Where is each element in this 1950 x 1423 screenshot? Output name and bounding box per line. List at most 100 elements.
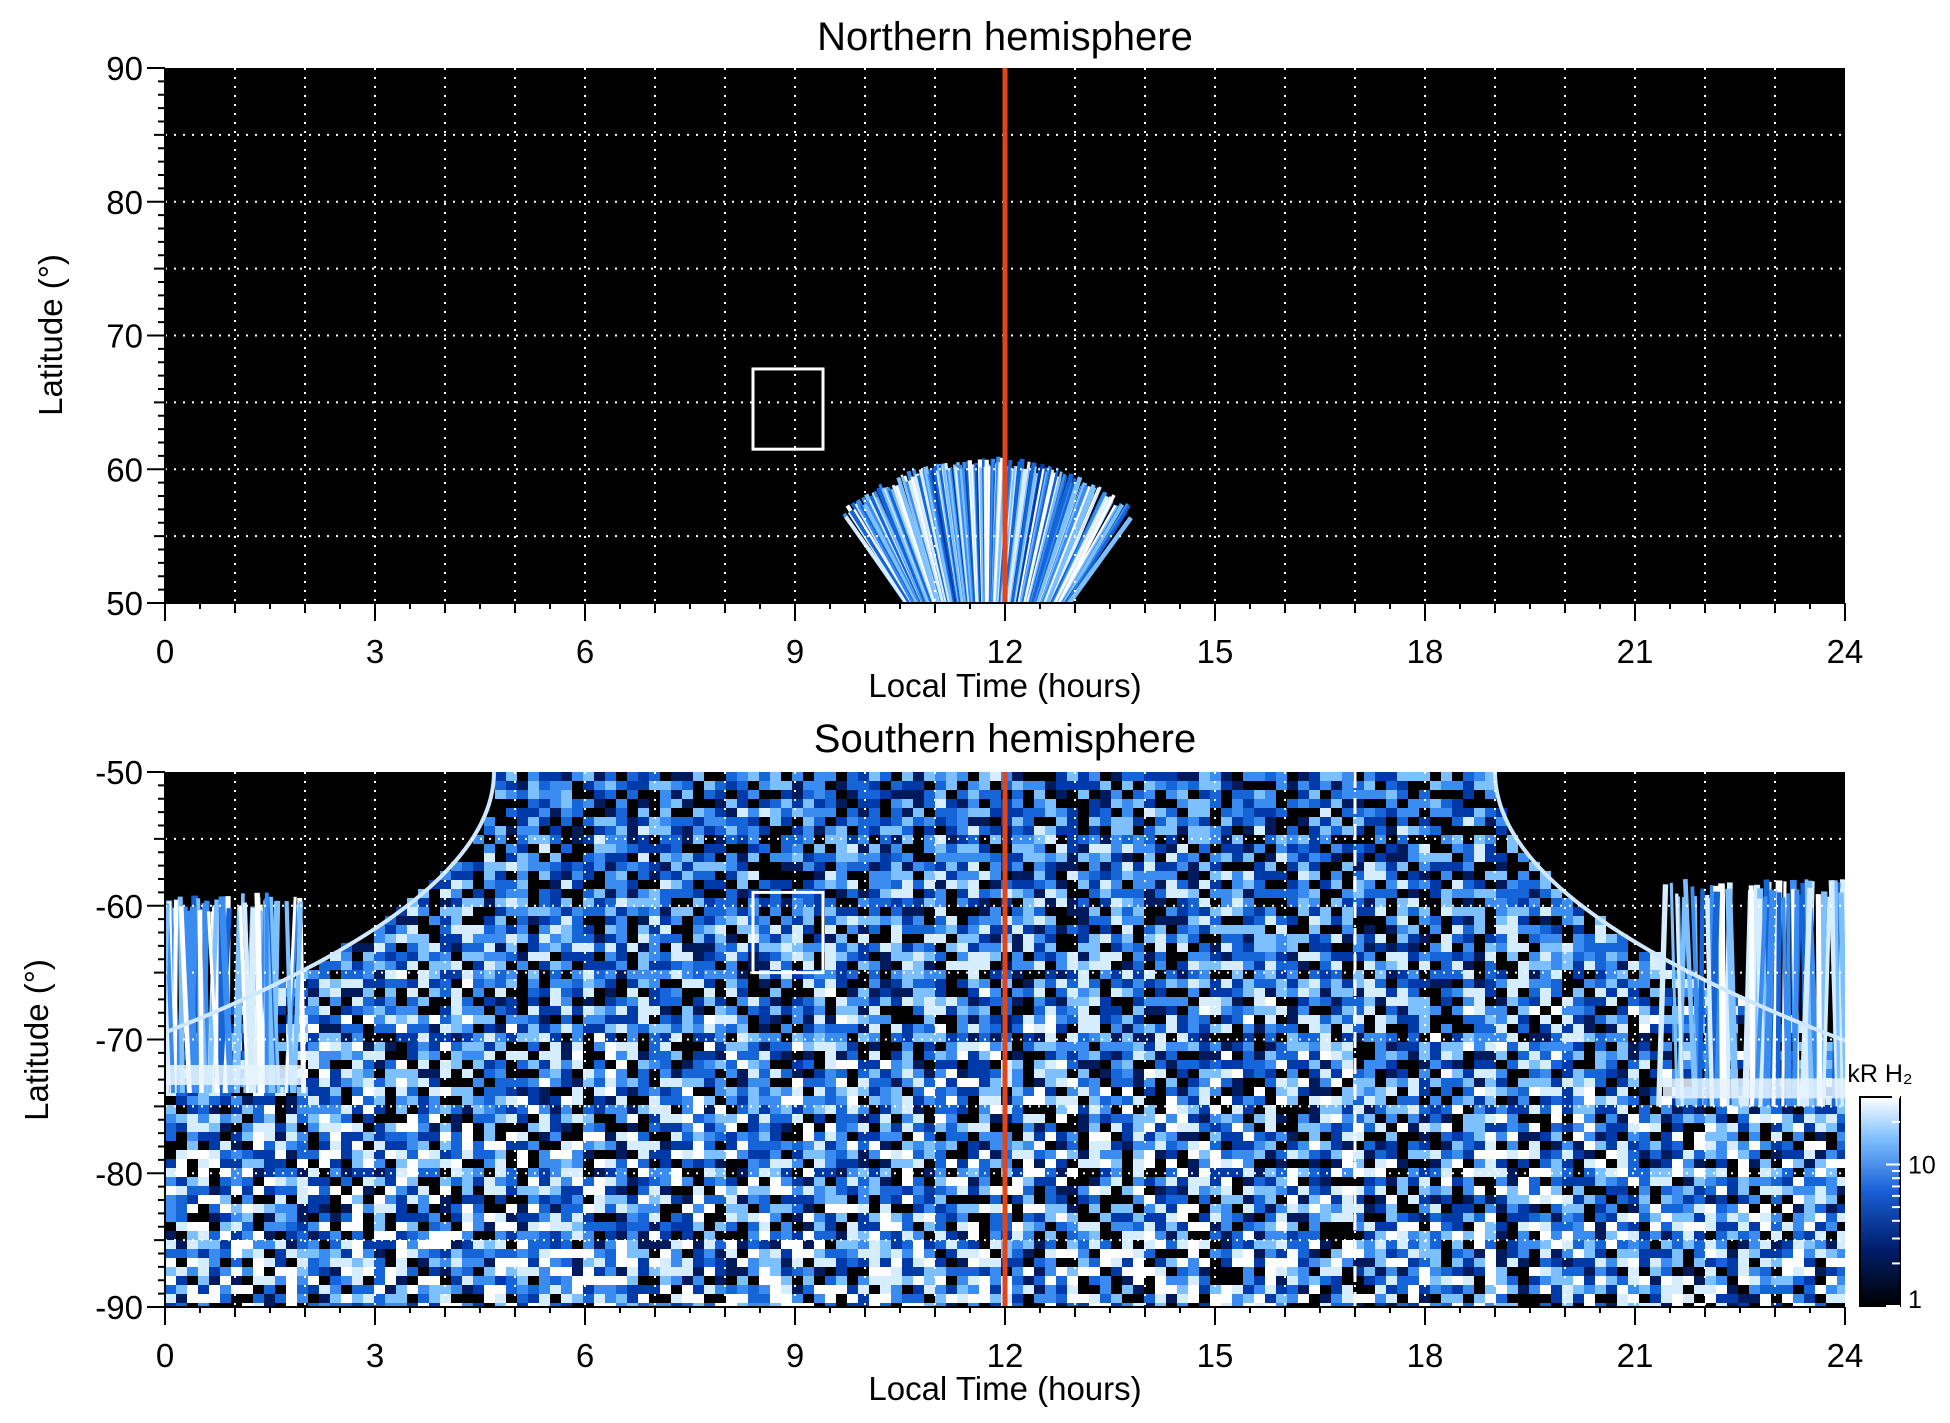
emission-tile (693, 808, 704, 817)
emission-tile (1606, 1177, 1617, 1186)
emission-tile (1364, 961, 1375, 970)
emission-tile (1529, 1006, 1540, 1015)
emission-tile (1034, 799, 1045, 808)
emission-tile (968, 871, 979, 880)
emission-tile (693, 862, 704, 871)
emission-tile (836, 1024, 847, 1033)
emission-tile (693, 853, 704, 862)
emission-tile (528, 817, 539, 826)
emission-tile (440, 1042, 451, 1051)
emission-tile (825, 907, 836, 916)
emission-tile (165, 1159, 176, 1168)
emission-tile (836, 880, 847, 889)
emission-tile (1430, 889, 1441, 898)
emission-tile (1221, 1078, 1232, 1087)
emission-tile (858, 1015, 869, 1024)
emission-tile (1210, 1087, 1221, 1096)
emission-tile (1595, 1177, 1606, 1186)
emission-tile (1353, 1078, 1364, 1087)
emission-tile (1727, 1177, 1738, 1186)
emission-tile (1474, 1132, 1485, 1141)
emission-streak (1022, 466, 1053, 603)
emission-tile (264, 1132, 275, 1141)
emission-tile (792, 1015, 803, 1024)
emission-tile (1364, 934, 1375, 943)
emission-tile (1397, 1006, 1408, 1015)
emission-tile (1056, 826, 1067, 835)
emission-tile (1199, 1123, 1210, 1132)
emission-tile (605, 808, 616, 817)
emission-tile (1430, 799, 1441, 808)
emission-tile (1529, 907, 1540, 916)
emission-tile (1155, 880, 1166, 889)
emission-tile (286, 1123, 297, 1132)
emission-tile (1320, 1168, 1331, 1177)
emission-tile (1397, 1042, 1408, 1051)
emission-tile (1353, 1159, 1364, 1168)
emission-tile (1309, 799, 1320, 808)
emission-tile (517, 907, 528, 916)
emission-tile (1353, 898, 1364, 907)
emission-tile (1650, 988, 1661, 997)
emission-tile (1562, 961, 1573, 970)
emission-tile (528, 952, 539, 961)
emission-tile (891, 907, 902, 916)
emission-tile (1045, 925, 1056, 934)
emission-tile (682, 1078, 693, 1087)
emission-tile (1474, 1087, 1485, 1096)
emission-tile (990, 1141, 1001, 1150)
emission-tile (550, 1024, 561, 1033)
emission-tile (1540, 961, 1551, 970)
emission-tile (924, 880, 935, 889)
emission-tile (1023, 817, 1034, 826)
emission-tile (1188, 1060, 1199, 1069)
emission-tile (1815, 1168, 1826, 1177)
emission-tile (836, 934, 847, 943)
emission-tile (1650, 952, 1661, 961)
emission-tile (924, 844, 935, 853)
emission-tile (1474, 1006, 1485, 1015)
emission-tile (1199, 1168, 1210, 1177)
emission-tile (1276, 934, 1287, 943)
emission-tile (1023, 1159, 1034, 1168)
emission-tile (462, 925, 473, 934)
emission-tile (726, 835, 737, 844)
emission-tile (1232, 1123, 1243, 1132)
emission-tile (1386, 988, 1397, 997)
emission-tile (1793, 1123, 1804, 1132)
emission-tile (1254, 916, 1265, 925)
emission-tile (429, 952, 440, 961)
emission-tile (1012, 916, 1023, 925)
emission-tile (1738, 997, 1749, 1006)
emission-tile (352, 997, 363, 1006)
emission-tile (1166, 1150, 1177, 1159)
emission-tile (187, 1096, 198, 1105)
emission-tile (1265, 1078, 1276, 1087)
emission-tile (517, 871, 528, 880)
emission-tile (319, 1006, 330, 1015)
emission-tile (1474, 925, 1485, 934)
emission-tile (1386, 1060, 1397, 1069)
emission-tile (1507, 1177, 1518, 1186)
emission-tile (836, 817, 847, 826)
emission-tile (891, 916, 902, 925)
emission-tile (1078, 844, 1089, 853)
emission-tile (1056, 988, 1067, 997)
emission-tile (869, 1150, 880, 1159)
emission-tile (561, 772, 572, 781)
emission-tile (748, 1168, 759, 1177)
emission-tile (1397, 916, 1408, 925)
emission-tile (462, 1177, 473, 1186)
emission-tile (638, 1141, 649, 1150)
emission-tile (1661, 1096, 1672, 1105)
emission-tile (1496, 1042, 1507, 1051)
emission-tile (539, 1159, 550, 1168)
emission-tile (539, 961, 550, 970)
emission-tile (737, 1078, 748, 1087)
emission-tile (495, 826, 506, 835)
emission-tile (726, 1141, 737, 1150)
emission-tile (1276, 772, 1287, 781)
emission-tile (1243, 961, 1254, 970)
emission-tile (1749, 1177, 1760, 1186)
emission-tile (1331, 898, 1342, 907)
